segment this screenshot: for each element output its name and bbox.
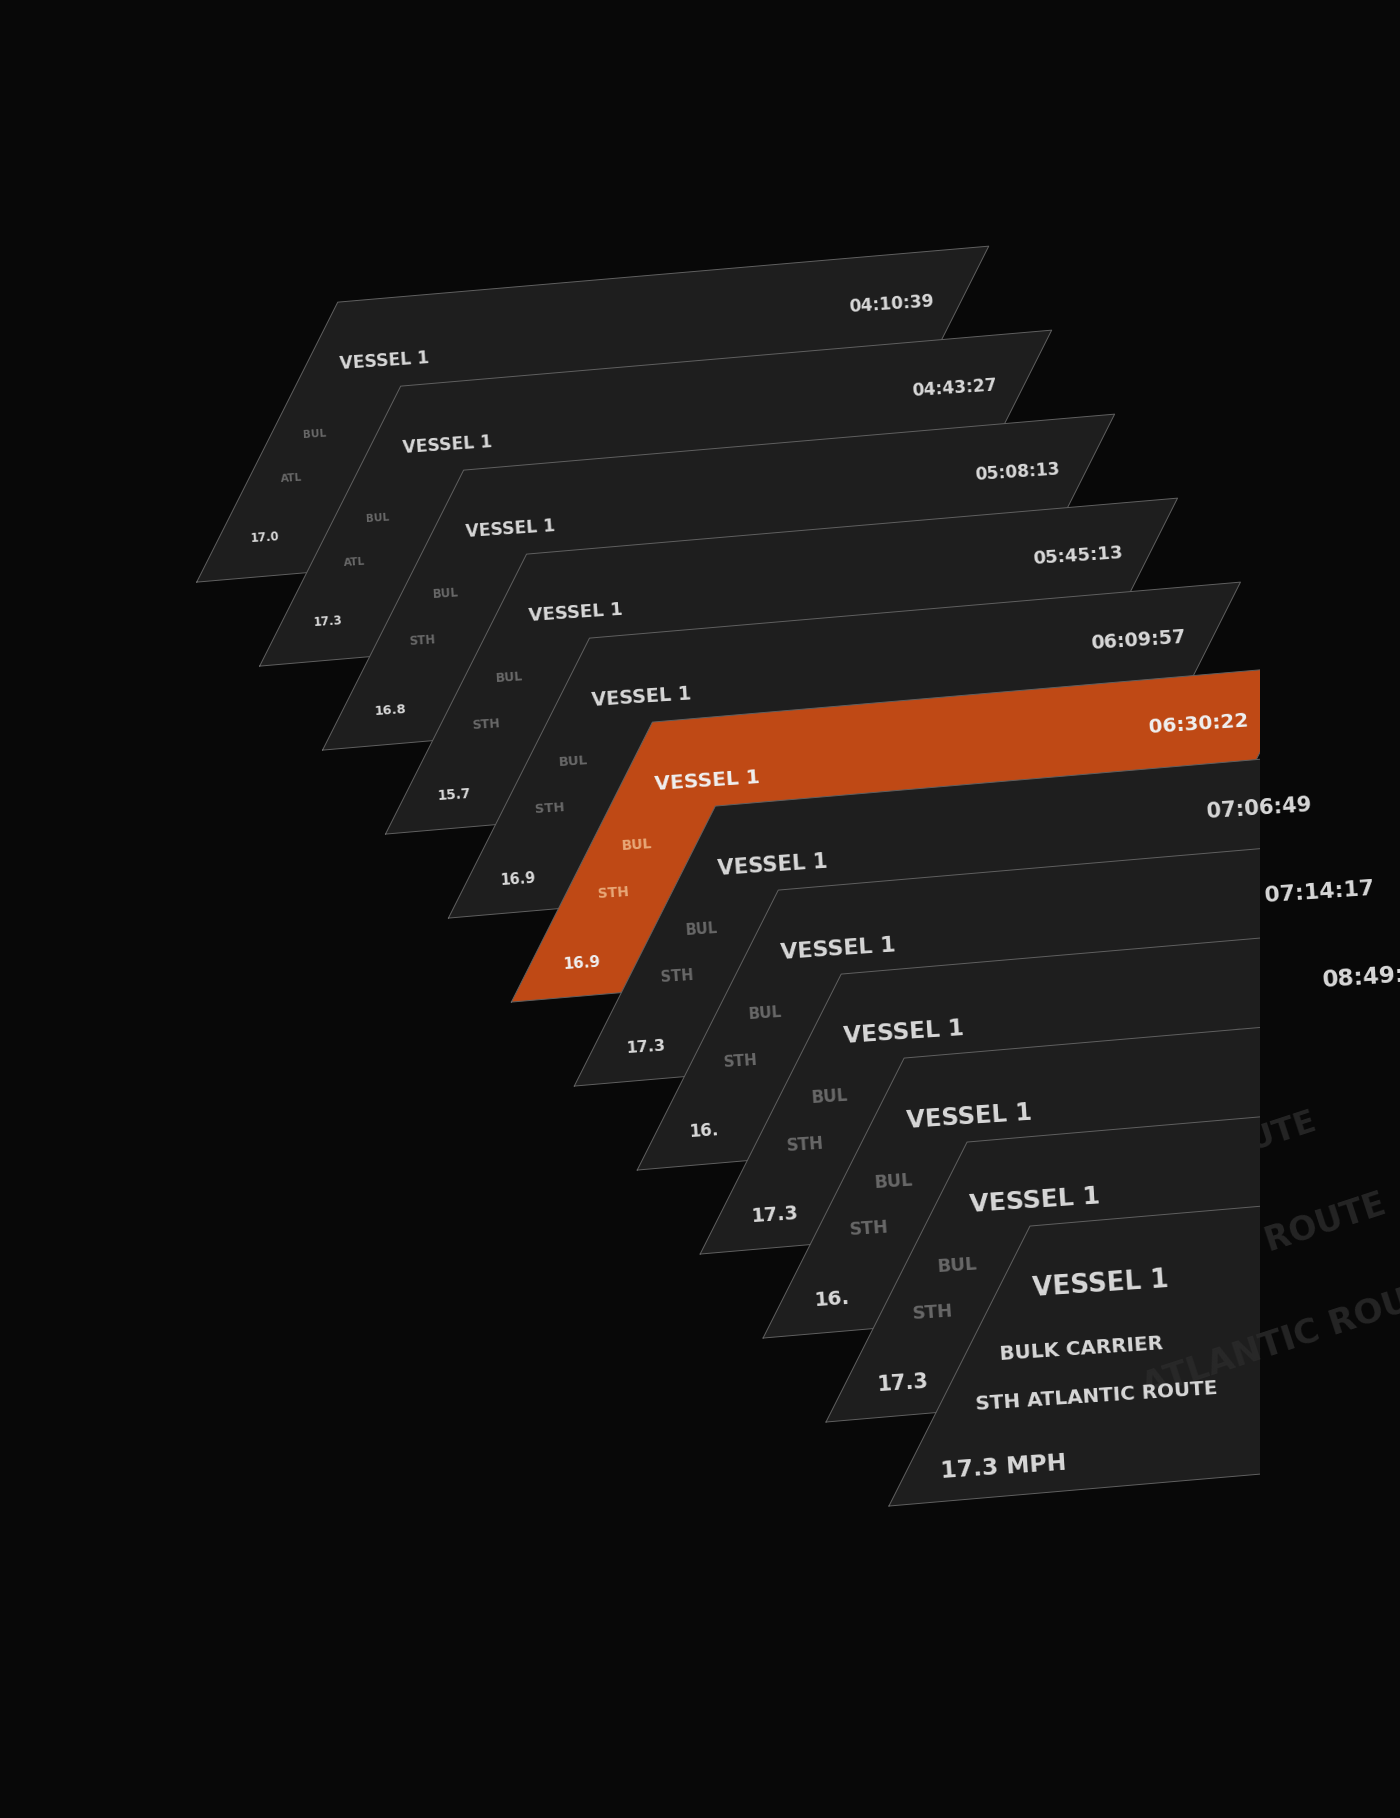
Text: BUL: BUL <box>559 754 589 769</box>
Text: BUL: BUL <box>748 1005 781 1022</box>
Polygon shape <box>826 1085 1400 1422</box>
Text: ATLANTIC ROUTE: ATLANTIC ROUTE <box>1081 1189 1390 1318</box>
Text: 16.8: 16.8 <box>374 704 406 718</box>
Text: ATLANTIC ROUTE: ATLANTIC ROUTE <box>910 944 1182 1058</box>
Text: 17.3: 17.3 <box>314 614 343 629</box>
Text: 15.7: 15.7 <box>437 787 470 804</box>
Text: 16.: 16. <box>687 1122 720 1142</box>
Text: 17.3: 17.3 <box>750 1204 799 1225</box>
Text: ATLANTIC ROUTE: ATLANTIC ROUTE <box>683 618 906 713</box>
Text: 06:09:57: 06:09:57 <box>1091 627 1186 653</box>
Text: 16.9: 16.9 <box>500 871 536 887</box>
Text: 07:06:49: 07:06:49 <box>1205 794 1312 822</box>
Text: ATLANTIC ROUTE: ATLANTIC ROUTE <box>501 371 710 456</box>
Polygon shape <box>322 415 1114 751</box>
Text: 17.3 MPH: 17.3 MPH <box>939 1451 1067 1482</box>
Polygon shape <box>385 498 1177 834</box>
Text: 08:49:50: 08:49:50 <box>1322 962 1400 991</box>
Text: VESSEL 1: VESSEL 1 <box>906 1100 1033 1133</box>
Text: 05:45:13: 05:45:13 <box>1032 544 1123 569</box>
Text: VESSEL 1: VESSEL 1 <box>528 600 623 625</box>
Polygon shape <box>700 918 1400 1254</box>
Text: VESSEL 1: VESSEL 1 <box>465 516 556 542</box>
Text: STH ATLANTIC ROUTE: STH ATLANTIC ROUTE <box>974 1380 1218 1414</box>
Text: ATL: ATL <box>343 556 365 569</box>
Text: VESSEL 1: VESSEL 1 <box>402 433 493 456</box>
Text: 17.3: 17.3 <box>876 1371 930 1394</box>
Polygon shape <box>259 331 1051 665</box>
Text: BUL: BUL <box>622 838 652 853</box>
Polygon shape <box>511 665 1303 1002</box>
Text: BUL: BUL <box>874 1171 913 1191</box>
Text: VESSEL 1: VESSEL 1 <box>339 349 430 373</box>
Text: VESSEL 1: VESSEL 1 <box>717 851 829 878</box>
Text: BUL: BUL <box>937 1254 977 1276</box>
Text: STH: STH <box>787 1134 825 1154</box>
Text: ATLANTIC ROUTE: ATLANTIC ROUTE <box>739 700 976 798</box>
Polygon shape <box>574 751 1366 1085</box>
Text: STH: STH <box>472 718 500 733</box>
Text: STH: STH <box>724 1053 759 1069</box>
Text: VESSEL 1: VESSEL 1 <box>591 684 692 709</box>
Text: 04:10:39: 04:10:39 <box>848 293 935 316</box>
Text: 04:43:27: 04:43:27 <box>911 376 997 400</box>
Polygon shape <box>763 1002 1400 1338</box>
Polygon shape <box>637 834 1400 1171</box>
Text: VESSEL 1: VESSEL 1 <box>843 1018 965 1049</box>
Text: 17.3: 17.3 <box>626 1038 665 1056</box>
Text: BUL: BUL <box>302 427 326 440</box>
Text: ATLANTIC ROUTE: ATLANTIC ROUTE <box>1138 1271 1400 1403</box>
Text: BUL: BUL <box>433 585 459 600</box>
Text: VESSEL 1: VESSEL 1 <box>1032 1267 1169 1302</box>
Text: STH: STH <box>598 885 630 902</box>
Text: ATLANTIC ROUTE: ATLANTIC ROUTE <box>564 454 773 540</box>
Text: VESSEL 1: VESSEL 1 <box>969 1185 1100 1218</box>
Polygon shape <box>448 582 1240 918</box>
Polygon shape <box>196 245 988 582</box>
Text: ATLANTIC ROUTE: ATLANTIC ROUTE <box>967 1025 1252 1144</box>
Text: STH: STH <box>409 633 435 649</box>
Text: ATL: ATL <box>280 473 302 484</box>
Text: BUL: BUL <box>496 669 524 685</box>
Text: ATLANTIC ROUTE: ATLANTIC ROUTE <box>853 862 1113 971</box>
Text: STH: STH <box>913 1302 953 1324</box>
Text: 06:30:22: 06:30:22 <box>1148 711 1249 736</box>
Text: 16.9: 16.9 <box>563 954 601 971</box>
Text: BUL: BUL <box>811 1087 848 1107</box>
Text: STH: STH <box>850 1218 889 1240</box>
Text: STH: STH <box>661 969 694 985</box>
Text: VESSEL 1: VESSEL 1 <box>654 767 760 794</box>
Text: 07:14:17: 07:14:17 <box>1264 878 1375 905</box>
Text: BUL: BUL <box>365 513 389 524</box>
Text: ATLANTIC ROUTE: ATLANTIC ROUTE <box>797 782 1044 885</box>
Text: 16.: 16. <box>813 1289 851 1309</box>
Text: ATLANTIC ROUTE: ATLANTIC ROUTE <box>627 538 836 624</box>
Text: ATLANTIC ROUTE: ATLANTIC ROUTE <box>1023 1107 1320 1231</box>
Text: BULK CARRIER: BULK CARRIER <box>1000 1334 1163 1364</box>
Text: STH: STH <box>535 802 566 816</box>
Text: 17.0: 17.0 <box>251 529 280 545</box>
Polygon shape <box>889 1171 1400 1505</box>
Text: BUL: BUL <box>685 920 718 938</box>
Text: VESSEL 1: VESSEL 1 <box>780 934 896 964</box>
Text: 05:08:13: 05:08:13 <box>974 460 1060 484</box>
